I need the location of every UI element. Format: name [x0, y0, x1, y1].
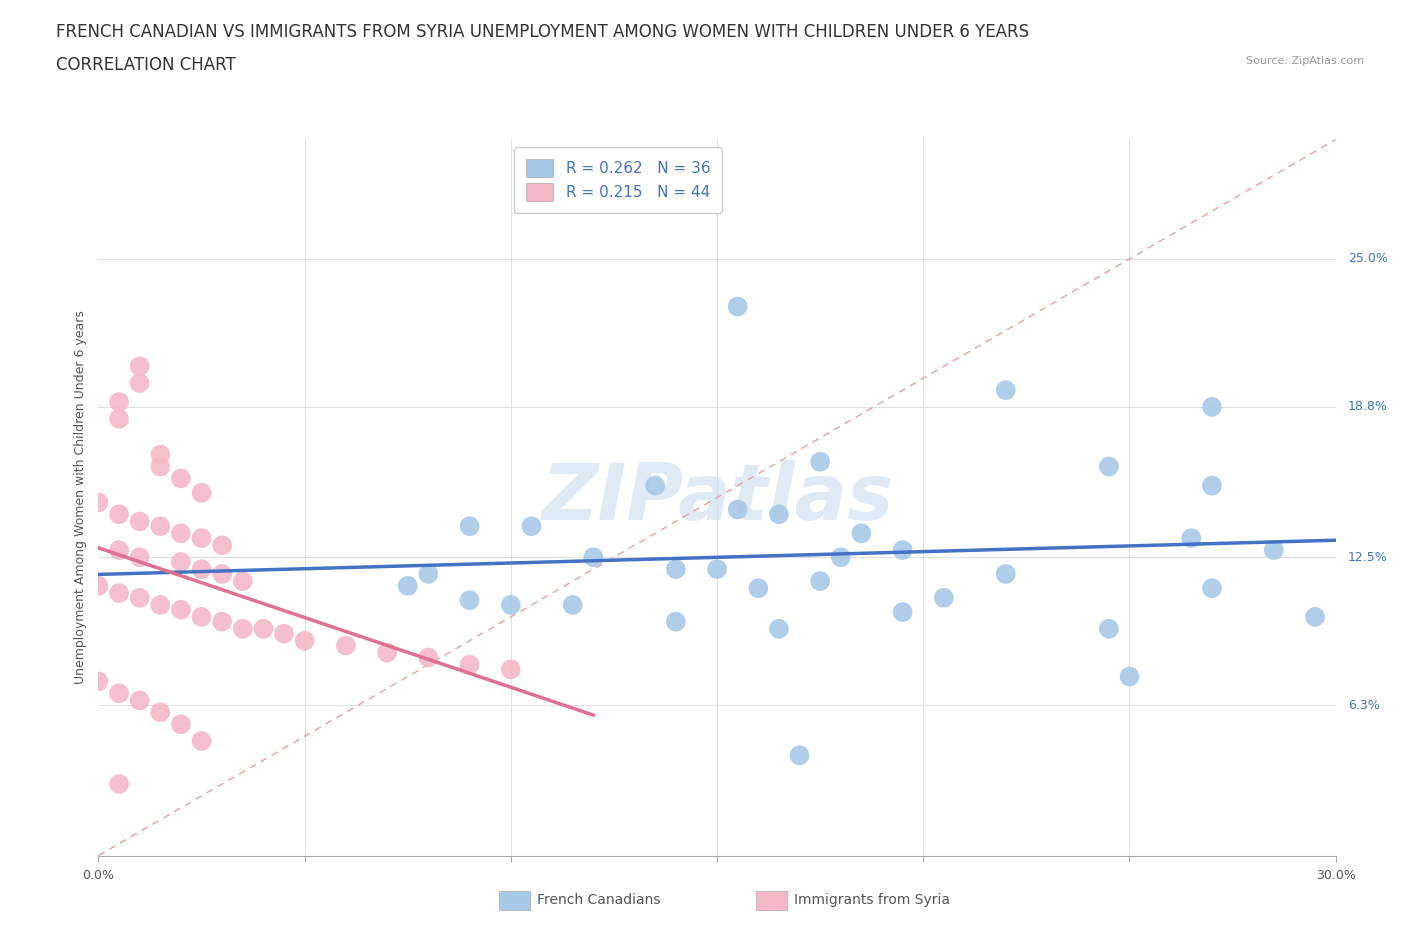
Point [170, 603, 193, 618]
Point [335, 638, 357, 653]
Point [458, 592, 481, 607]
Point [768, 621, 790, 636]
Point [499, 597, 522, 612]
Point [273, 626, 295, 641]
Point [190, 609, 212, 624]
Point [108, 777, 131, 791]
Point [1201, 399, 1223, 414]
Point [520, 519, 543, 534]
Point [458, 519, 481, 534]
Point [190, 562, 212, 577]
Point [211, 538, 233, 552]
Point [706, 562, 728, 577]
Point [190, 485, 212, 500]
Point [170, 526, 193, 541]
Point [1303, 609, 1326, 624]
Point [211, 614, 233, 629]
Text: Immigrants from Syria: Immigrants from Syria [794, 893, 950, 908]
Point [87, 578, 110, 593]
Point [108, 394, 131, 409]
Point [458, 658, 481, 672]
Point [891, 604, 914, 619]
Point [294, 633, 316, 648]
Point [1098, 621, 1121, 636]
Text: 18.8%: 18.8% [1348, 400, 1388, 413]
Point [561, 597, 583, 612]
Point [1263, 542, 1285, 557]
Point [1180, 531, 1202, 546]
Point [232, 621, 254, 636]
Point [170, 717, 193, 732]
Point [1201, 478, 1223, 493]
Text: CORRELATION CHART: CORRELATION CHART [56, 56, 236, 73]
Point [418, 650, 440, 665]
Point [499, 662, 522, 677]
Point [211, 566, 233, 581]
Point [149, 519, 172, 534]
Point [128, 550, 150, 565]
Point [128, 693, 150, 708]
Point [747, 581, 769, 596]
Point [108, 586, 131, 601]
Text: Source: ZipAtlas.com: Source: ZipAtlas.com [1246, 56, 1364, 66]
Point [190, 734, 212, 749]
Point [108, 542, 131, 557]
Point [582, 550, 605, 565]
Point [128, 514, 150, 529]
Point [170, 471, 193, 485]
Point [644, 478, 666, 493]
Point [149, 459, 172, 474]
Text: 6.3%: 6.3% [1348, 698, 1379, 711]
Point [1118, 670, 1140, 684]
Y-axis label: Unemployment Among Women with Children Under 6 years: Unemployment Among Women with Children U… [75, 311, 87, 684]
Point [108, 507, 131, 522]
Text: 25.0%: 25.0% [1348, 252, 1388, 265]
Text: ZIPatlas: ZIPatlas [541, 459, 893, 536]
Point [727, 299, 749, 314]
Point [808, 574, 831, 589]
Point [994, 566, 1017, 581]
Text: French Canadians: French Canadians [537, 893, 661, 908]
Legend: R = 0.262   N = 36, R = 0.215   N = 44: R = 0.262 N = 36, R = 0.215 N = 44 [513, 147, 723, 213]
Point [149, 447, 172, 462]
Point [149, 705, 172, 720]
Point [665, 614, 688, 629]
Point [149, 597, 172, 612]
Point [994, 383, 1017, 398]
Point [87, 674, 110, 689]
Point [170, 554, 193, 569]
Point [830, 550, 852, 565]
Point [418, 566, 440, 581]
Point [232, 574, 254, 589]
Point [108, 685, 131, 700]
Point [128, 359, 150, 374]
Point [789, 748, 811, 763]
Point [87, 495, 110, 510]
Point [768, 507, 790, 522]
Point [1098, 459, 1121, 474]
Point [665, 562, 688, 577]
Point [727, 502, 749, 517]
Point [932, 591, 955, 605]
Point [1201, 581, 1223, 596]
Point [396, 578, 419, 593]
Point [851, 526, 873, 541]
Point [108, 411, 131, 426]
Point [891, 542, 914, 557]
Point [252, 621, 274, 636]
Point [128, 376, 150, 391]
Text: 12.5%: 12.5% [1348, 551, 1388, 564]
Point [375, 645, 398, 660]
Text: FRENCH CANADIAN VS IMMIGRANTS FROM SYRIA UNEMPLOYMENT AMONG WOMEN WITH CHILDREN : FRENCH CANADIAN VS IMMIGRANTS FROM SYRIA… [56, 23, 1029, 41]
Point [128, 591, 150, 605]
Point [808, 454, 831, 469]
Point [190, 531, 212, 546]
